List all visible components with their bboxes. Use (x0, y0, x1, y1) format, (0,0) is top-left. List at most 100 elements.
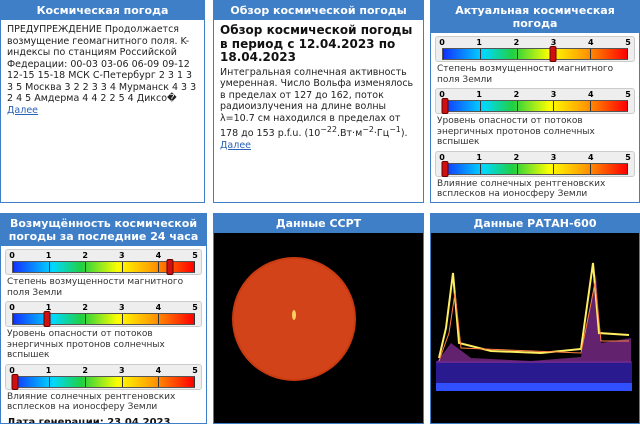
footer: Дата генерации: 23.04.2023 22:33 UTC (7, 416, 171, 424)
tick-label: 3 (550, 90, 557, 99)
tick-label: 5 (192, 303, 198, 312)
tick-label: 0 (439, 90, 445, 99)
gauge-label: Степень возмущенности магнитного поля Зе… (7, 277, 184, 298)
tick-mark (13, 262, 14, 272)
heading: Обзор космической погоды в период с 12.0… (220, 23, 413, 64)
unit: ). (400, 128, 408, 140)
gauge: 0 1 2 3 4 5 (5, 363, 202, 390)
gauge: 0 1 2 3 4 5 (5, 301, 202, 327)
gauge-marker (441, 98, 449, 114)
tick-label: 2 (513, 90, 520, 99)
tick-label: 4 (588, 152, 594, 162)
tick-label: 0 (9, 251, 15, 260)
tick-label: 3 (550, 152, 557, 162)
tick-mark (590, 101, 592, 111)
gauge-marker (166, 259, 174, 275)
tick-label: 1 (45, 251, 52, 260)
gauge-marker (43, 311, 51, 327)
tick-mark (121, 314, 123, 324)
panel-day: Возмущённость космической погоды за посл… (0, 213, 207, 424)
tick-label: 3 (550, 38, 557, 47)
panel-title: Актуальная космическая погода (431, 1, 639, 33)
tick-mark (85, 314, 87, 324)
gauge-label: Уровень опасности от потоков энергичных … (7, 329, 165, 360)
tick-label: 4 (588, 38, 594, 47)
panel-ratan: Данные РАТАН-600 (430, 213, 640, 424)
panel-review: Обзор космической погоды Обзор космическ… (213, 0, 424, 203)
unit: ·Гц (373, 128, 390, 140)
panel-warning: Космическая погода ПРЕДУПРЕЖДЕНИЕ Продол… (0, 0, 205, 203)
tick-mark (157, 262, 159, 272)
tick-mark (157, 314, 159, 324)
tick-label: 0 (9, 365, 15, 375)
unit: (10 (304, 128, 321, 140)
tick-mark (194, 262, 195, 272)
gauge-bar (11, 373, 195, 390)
tick-mark (516, 101, 518, 111)
tick-label: 5 (192, 365, 198, 375)
tick-mark (479, 101, 481, 111)
tick-label: 1 (45, 365, 52, 375)
tick-label: 4 (155, 365, 162, 375)
tick-mark (479, 163, 481, 174)
panel-title: Данные ССРТ (214, 214, 423, 233)
tick-label: 3 (119, 303, 125, 312)
gauge-label: Влияние солнечных рентгеновских всплеско… (437, 178, 606, 200)
tick-label: 1 (476, 38, 482, 47)
tick-label: 2 (82, 303, 88, 312)
tick-mark (13, 314, 14, 324)
tick-mark (49, 262, 51, 272)
panel-title: Космическая погода (1, 1, 204, 20)
tick-label: 5 (192, 251, 198, 260)
gauge-marker (441, 160, 449, 177)
text: Интегральная солнечная активность умерен… (214, 65, 423, 156)
tick-mark (121, 376, 123, 387)
more-link[interactable]: Далее (7, 104, 39, 116)
tick-label: 2 (82, 365, 88, 375)
unit: −22 (320, 125, 337, 134)
tick-mark (194, 314, 195, 324)
tick-mark (49, 376, 51, 387)
tick-label: 1 (476, 152, 482, 162)
tick-label: 1 (45, 303, 52, 312)
gauge-label: Степень возмущенности магнитного поля Зе… (437, 64, 614, 85)
tick-label: 4 (155, 303, 162, 312)
tick-label: 2 (82, 251, 88, 260)
gauge: 0 1 2 3 4 5 (5, 249, 202, 275)
panel-title: Данные РАТАН-600 (431, 214, 639, 233)
tick-label: 4 (155, 251, 162, 260)
tick-mark (590, 163, 592, 174)
tick-mark (479, 49, 481, 59)
gauge-bar (441, 98, 628, 114)
unit: .Вт·м (336, 128, 363, 140)
tick-mark (194, 376, 195, 387)
gauge: 0 1 2 3 4 5 (435, 150, 635, 177)
unit: −1 (389, 125, 401, 134)
tick-mark (443, 49, 444, 59)
tick-mark (553, 163, 555, 174)
more-link[interactable]: Далее (220, 139, 252, 151)
tick-label: 1 (476, 90, 482, 99)
tick-mark (590, 49, 592, 59)
tick-label: 5 (625, 152, 631, 162)
gauge-label: Влияние солнечных рентгеновских всплеско… (7, 391, 176, 413)
tick-mark (516, 163, 518, 174)
tick-label: 2 (513, 38, 520, 47)
panel-current: Актуальная космическая погода 0 1 2 3 4 5 Степ… (430, 0, 640, 203)
tick-mark (553, 101, 555, 111)
tick-label: 0 (9, 303, 15, 312)
tick-mark (157, 376, 159, 387)
gauge: 0 1 2 3 4 5 (435, 36, 635, 62)
ratan-image (431, 233, 639, 423)
tick-mark (627, 163, 628, 174)
gauge-bar (441, 160, 628, 177)
tick-label: 5 (625, 90, 631, 99)
panel-title: Обзор космической погоды (214, 1, 423, 20)
text: ПРЕДУПРЕЖДЕНИЕ Продолжается возмущение г… (1, 20, 204, 120)
tick-mark (85, 376, 87, 387)
warning-text: ПРЕДУПРЕЖДЕНИЕ Продолжается возмущение г… (7, 24, 197, 104)
gauge-marker (549, 46, 557, 62)
tick-label: 4 (588, 90, 594, 99)
tick-mark (516, 49, 518, 59)
